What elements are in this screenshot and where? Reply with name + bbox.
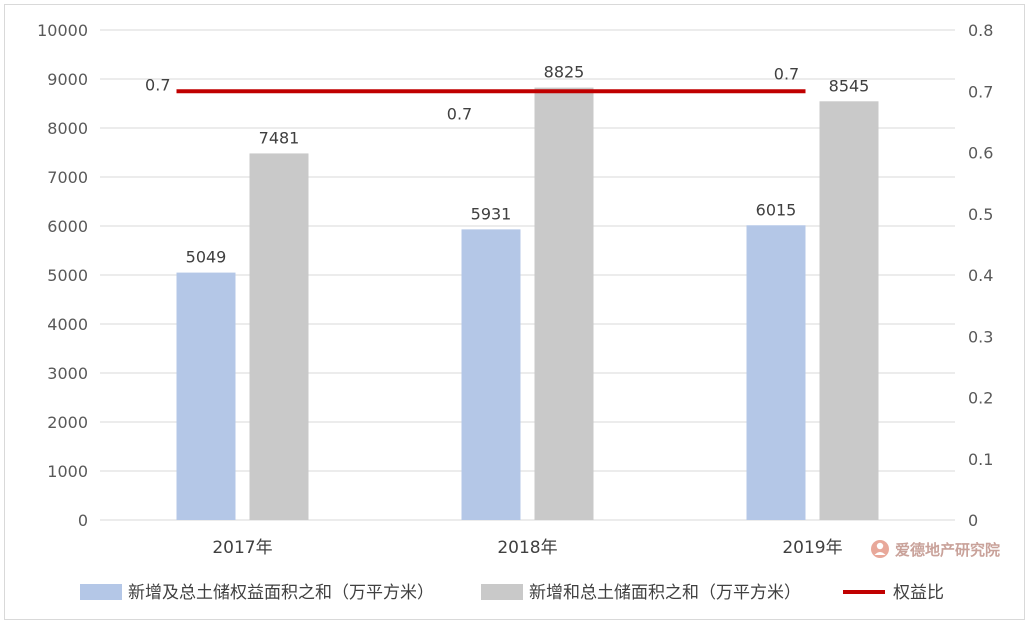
watermark: 爱德地产研究院 — [871, 540, 1000, 559]
legend-swatch — [80, 584, 122, 600]
line-series: 0.7 0.7 0.7 — [145, 64, 806, 123]
bar-data-label: 5049 — [186, 248, 227, 267]
watermark-text: 爱德地产研究院 — [895, 541, 1000, 559]
bar — [534, 87, 594, 520]
bar-data-label: 6015 — [756, 200, 797, 219]
bar — [746, 225, 806, 520]
legend-label: 新增和总土储面积之和（万平方米） — [529, 583, 801, 603]
right-axis-ticks: 0 0.1 0.2 0.3 0.4 0.5 0.6 0.7 0.8 — [968, 21, 993, 530]
left-tick-label: 0 — [78, 511, 88, 530]
right-tick-label: 0.3 — [968, 327, 993, 346]
right-tick-label: 0.1 — [968, 450, 993, 469]
right-tick-label: 0.2 — [968, 389, 993, 408]
right-tick-label: 0.5 — [968, 205, 993, 224]
line-data-label: 0.7 — [145, 75, 170, 94]
left-tick-label: 8000 — [47, 119, 88, 138]
bar-data-label: 5931 — [471, 204, 512, 223]
category-label: 2019年 — [782, 538, 842, 558]
left-tick-label: 5000 — [47, 266, 88, 285]
gridlines — [100, 29, 955, 521]
bar — [176, 272, 236, 520]
bar — [249, 153, 309, 520]
left-tick-label: 7000 — [47, 168, 88, 187]
left-tick-label: 4000 — [47, 315, 88, 334]
right-tick-label: 0.8 — [968, 21, 993, 40]
left-tick-label: 3000 — [47, 364, 88, 383]
legend-swatch — [481, 584, 523, 600]
bar-data-labels: 5049 5931 6015 7481 8825 8545 — [186, 63, 870, 267]
bar-data-label: 8545 — [829, 76, 870, 95]
legend: 新增及总土储权益面积之和（万平方米） 新增和总土储面积之和（万平方米） 权益比 — [80, 583, 944, 603]
bar-data-label: 7481 — [259, 128, 300, 147]
legend-label: 新增及总土储权益面积之和（万平方米） — [128, 583, 434, 603]
bar-series — [176, 87, 879, 521]
line-data-label: 0.7 — [447, 104, 472, 123]
watermark-logo-icon — [871, 540, 889, 558]
left-tick-label: 1000 — [47, 462, 88, 481]
bar — [461, 229, 521, 521]
right-tick-label: 0 — [968, 511, 978, 530]
category-label: 2018年 — [497, 538, 557, 558]
left-tick-label: 10000 — [37, 21, 88, 40]
left-tick-label: 6000 — [47, 217, 88, 236]
legend-label: 权益比 — [893, 583, 944, 603]
left-tick-label: 2000 — [47, 413, 88, 432]
right-tick-label: 0.4 — [968, 266, 993, 285]
line-data-label: 0.7 — [774, 64, 799, 83]
right-tick-label: 0.6 — [968, 144, 993, 163]
bar — [819, 101, 879, 521]
left-tick-label: 9000 — [47, 70, 88, 89]
right-tick-label: 0.7 — [968, 82, 993, 101]
category-axis-labels: 2017年 2018年 2019年 — [212, 538, 842, 558]
category-label: 2017年 — [212, 538, 272, 558]
bar-data-label: 8825 — [544, 63, 585, 82]
left-axis-ticks: 0 1000 2000 3000 4000 5000 6000 7000 8000 9000 100… — [37, 21, 88, 530]
